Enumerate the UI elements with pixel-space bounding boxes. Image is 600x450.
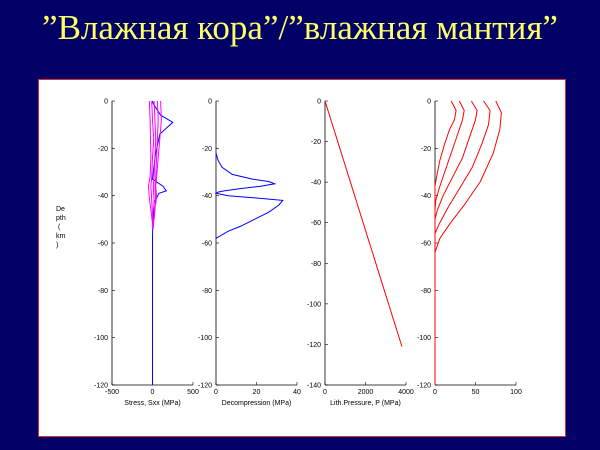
y-tick-label: -100: [198, 335, 212, 342]
y-tick-label: -100: [94, 335, 108, 342]
series-line-3: [434, 100, 478, 220]
y-tick-label: -120: [307, 342, 321, 349]
y-tick-label: -100: [417, 335, 431, 342]
x-tick-label: 50: [472, 389, 480, 396]
series-line-1: [214, 152, 284, 239]
y-axis-label: De pth ( km): [56, 206, 66, 249]
y-tick-label: -120: [198, 383, 212, 390]
series-line-2: [434, 100, 465, 210]
x-tick-label: 2000: [358, 389, 374, 396]
x-tick-label: 0: [433, 389, 437, 396]
y-tick-label: -20: [202, 146, 212, 153]
y-axis-label-part: pth: [56, 215, 66, 222]
series-line-4: [434, 100, 491, 234]
x-tick-label: 40: [293, 389, 301, 396]
y-tick-label: 0: [104, 99, 108, 106]
y-tick-label: 0: [317, 99, 321, 106]
chart-panel-1: 0 -20 -40 -60 -80 -100 -120-500 0 500 Stress, Sxx…: [56, 99, 199, 408]
y-tick-label: -20: [421, 146, 431, 153]
y-tick-label: -100: [307, 301, 321, 308]
y-tick-label: 0: [208, 99, 212, 106]
series-line-1: [151, 100, 174, 385]
x-tick-label: 0: [214, 389, 218, 396]
x-tick-label: 4000: [398, 389, 414, 396]
series-line-4: [152, 100, 157, 229]
x-tick-label: -500: [105, 389, 119, 396]
y-tick-label: -40: [98, 193, 108, 200]
y-tick-label: -40: [421, 193, 431, 200]
series-line-5: [434, 100, 502, 253]
y-tick-label: -20: [98, 146, 108, 153]
x-tick-label: 500: [187, 389, 199, 396]
y-axis-label-part: ): [56, 242, 58, 249]
series-line-5: [153, 100, 159, 220]
y-tick-label: -40: [311, 180, 321, 187]
y-tick-label: -80: [98, 288, 108, 295]
y-tick-label: -80: [311, 261, 321, 268]
series-line-2: [147, 100, 153, 225]
x-tick-label: 0: [323, 389, 327, 396]
x-tick-label: 0: [151, 389, 155, 396]
y-tick-label: -40: [202, 193, 212, 200]
series-line-1: [434, 100, 457, 385]
y-tick-label: -60: [98, 241, 108, 248]
y-axis-label-part: km: [56, 233, 66, 240]
series-line-1: [324, 100, 403, 347]
figure-panel: 0 -20 -40 -60 -80 -100 -120 -500 0 500 Stress, Sxx…: [38, 79, 566, 437]
x-tick-label: 20: [253, 389, 261, 396]
y-tick-label: -60: [311, 220, 321, 227]
y-axis-label-part: De: [56, 206, 65, 213]
x-axis-label: Stress, Sxx (MPa): [124, 400, 180, 407]
y-tick-label: -80: [202, 288, 212, 295]
y-tick-label: -20: [311, 139, 321, 146]
y-tick-label: -60: [421, 241, 431, 248]
slide-title: ”Влажная кора”/”влажная мантия”: [42, 8, 558, 47]
x-axis-label: Decompression (MPa): [222, 400, 292, 407]
y-tick-label: -120: [417, 383, 431, 390]
y-tick-label: 0: [427, 99, 431, 106]
x-tick-label: 100: [510, 389, 522, 396]
series-line-3: [150, 100, 155, 229]
x-axis-label: Lith.Pressure, P (MPa): [330, 400, 401, 407]
y-tick-label: -120: [94, 383, 108, 390]
series-line-6: [155, 100, 162, 206]
y-tick-label: -140: [307, 383, 321, 390]
y-tick-label: -60: [202, 241, 212, 248]
y-axis-label-part: (: [56, 224, 61, 231]
y-tick-label: -80: [421, 288, 431, 295]
